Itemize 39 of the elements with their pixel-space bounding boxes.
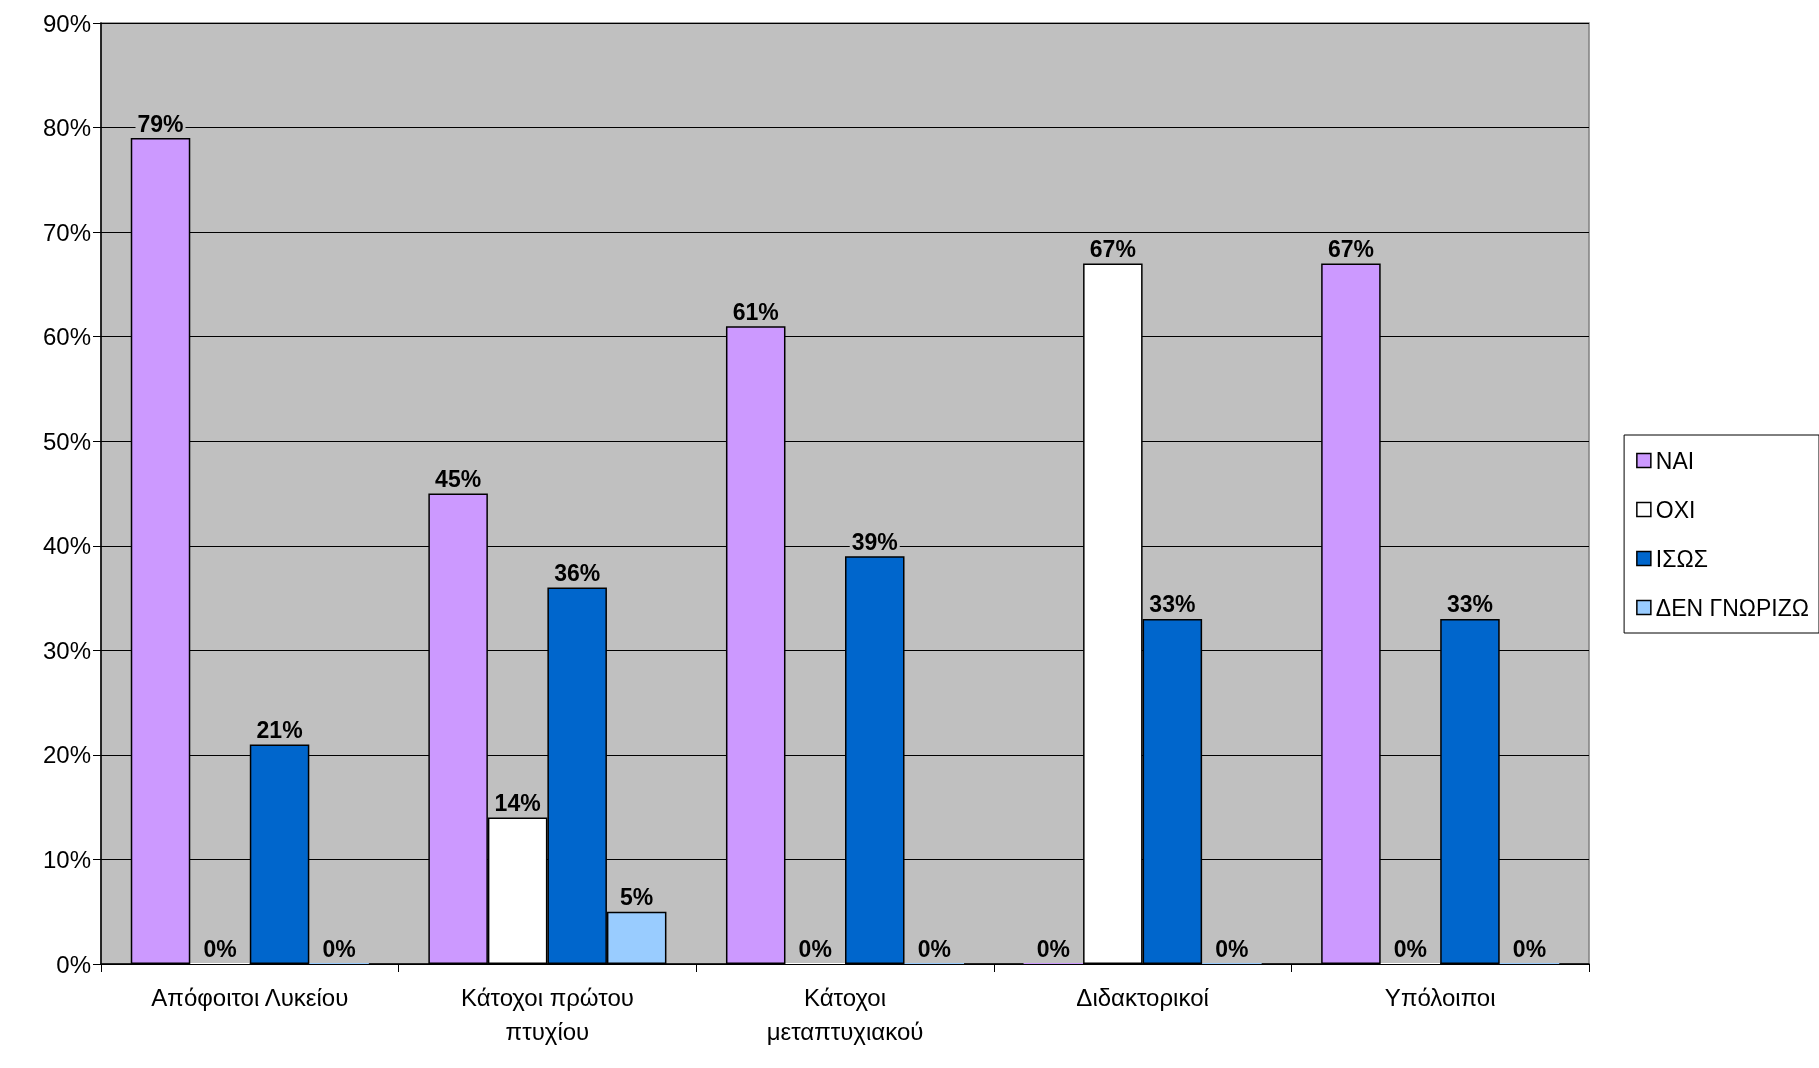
x-tick-label: Διδακτορικοί [1076,983,1210,1011]
data-label: 0% [1512,935,1547,962]
x-tick-label: Κάτοχοι μεταπτυχιακού [766,983,924,1045]
data-label: 67% [1327,235,1374,262]
data-label: 67% [1089,235,1136,262]
data-label: 33% [1446,591,1493,618]
data-label: 0% [1036,935,1070,962]
data-label: 0% [1393,935,1428,962]
data-label: 33% [1149,591,1196,618]
legend-label: ΟΧΙ [1655,496,1696,523]
y-tick-label: 0% [56,950,91,978]
data-label: 39% [851,528,898,555]
y-tick-label: 80% [42,114,91,142]
data-label: 79% [137,110,184,137]
y-tick-label: 60% [42,323,91,351]
data-label: 0% [798,935,832,962]
data-label: 5% [620,884,654,911]
data-label: 61% [732,298,779,325]
x-tick-label: Υπόλοιποι [1384,983,1496,1011]
x-tick-label: Κάτοχοι πρώτου πτυχίου [460,983,634,1045]
y-tick-label: 70% [42,218,91,246]
data-label: 0% [322,935,356,962]
data-label: 0% [1215,935,1249,962]
legend-label: ΙΣΩΣ [1655,545,1708,572]
y-tick-label: 30% [42,636,91,664]
y-tick-label: 20% [42,741,91,769]
y-tick-label: 50% [42,427,91,455]
data-label: 0% [203,935,237,962]
data-label: 14% [494,790,541,817]
data-label: 0% [917,935,951,962]
legend-label: ΔΕΝ ΓΝΩΡΙΖΩ [1655,594,1810,621]
y-tick-label: 90% [42,9,91,37]
legend-label: ΝΑΙ [1655,447,1695,474]
x-tick-label: Απόφοιτοι Λυκείου [151,983,349,1011]
y-tick-label: 10% [42,845,91,873]
y-tick-label: 40% [42,532,91,560]
data-label: 21% [256,716,303,743]
data-label: 45% [435,466,482,492]
data-label: 36% [554,560,601,587]
